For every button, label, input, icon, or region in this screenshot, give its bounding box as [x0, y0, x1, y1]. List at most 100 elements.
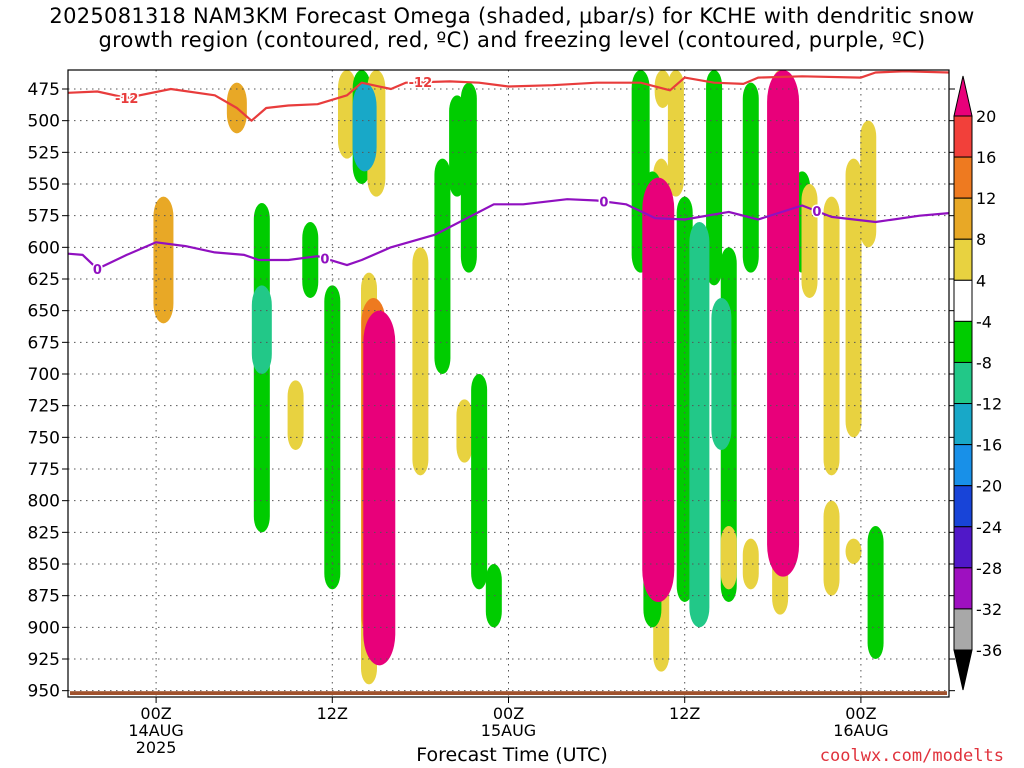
omega-region [711, 298, 732, 450]
colorbar-tick-label: 8 [976, 230, 986, 249]
y-tick-label: 625 [28, 270, 60, 290]
terrain-fill [70, 691, 947, 695]
omega-region [287, 380, 304, 450]
title-line-2: growth region (contoured, red, ºC) and f… [98, 28, 926, 52]
colorbar-tick-label: -24 [976, 518, 1002, 537]
omega-region [742, 82, 759, 273]
omega-region [251, 285, 272, 374]
x-tick-label: 16AUG [833, 721, 888, 740]
colorbar-band [953, 320, 973, 363]
y-axis: 475 500 525 550 575 600 625 650 675 700 725 750 775 8… [28, 80, 955, 702]
colorbar-tick-label: -4 [976, 312, 992, 331]
y-tick-label: 475 [28, 80, 60, 100]
omega-region [845, 158, 862, 438]
colorbar: 20 16 12 8 4 -4 -8 -12 -16 -20 -24 -28 -32 -36 [953, 75, 1002, 691]
omega-region [302, 222, 319, 298]
omega-region [689, 222, 710, 628]
y-tick-label: 800 [28, 492, 60, 512]
x-tick-label: 00Z [140, 704, 171, 723]
omega-region [352, 82, 377, 172]
colorbar-band [953, 526, 973, 569]
y-tick-label: 525 [28, 143, 60, 163]
x-tick-label: 00Z [493, 704, 524, 723]
omega-region [706, 70, 723, 286]
colorbar-tick-label: 20 [976, 107, 996, 126]
omega-region [456, 399, 473, 463]
colorbar-band [953, 403, 973, 446]
colorbar-band [953, 238, 973, 281]
freezing-contour [68, 198, 949, 270]
y-tick-label: 825 [28, 523, 60, 543]
colorbar-band [953, 608, 973, 651]
omega-region [471, 374, 488, 590]
x-tick-label: 14AUG [128, 721, 183, 740]
freezing-contour-label: 0 [599, 195, 608, 210]
freezing-contour-label: 0 [812, 205, 821, 220]
colorbar-band [953, 115, 973, 158]
omega-region [667, 70, 684, 197]
colorbar-top-arrow [953, 75, 973, 117]
colorbar-tick-label: 12 [976, 189, 996, 208]
colorbar-tick-label: -20 [976, 477, 1002, 496]
terrain-strip [70, 691, 947, 695]
y-tick-label: 675 [28, 333, 60, 353]
y-tick-label: 725 [28, 397, 60, 417]
omega-shading [153, 70, 884, 685]
y-tick-label: 775 [28, 460, 60, 480]
y-tick-label: 575 [28, 207, 60, 227]
credit-text: coolwx.com/modelts [819, 746, 1004, 766]
omega-region [860, 120, 877, 248]
omega-region [823, 196, 840, 476]
colorbar-band [953, 444, 973, 487]
omega-region [823, 500, 840, 596]
omega-region [801, 184, 818, 298]
colorbar-band [953, 197, 973, 240]
colorbar-band [953, 156, 973, 199]
omega-region [434, 158, 451, 374]
freezing-contour-label: 0 [320, 252, 329, 267]
x-tick-label: 15AUG [481, 721, 536, 740]
colorbar-band [953, 361, 973, 405]
title-line-1: 2025081318 NAM3KM Forecast Omega (shaded… [49, 4, 975, 28]
x-tick-label: 2025 [136, 738, 177, 757]
y-tick-label: 700 [28, 365, 60, 385]
omega-region [642, 177, 675, 602]
omega-region [742, 538, 759, 590]
y-tick-label: 850 [28, 555, 60, 575]
y-tick-label: 550 [28, 175, 60, 195]
chart-title: 2025081318 NAM3KM Forecast Omega (shaded… [0, 4, 1024, 52]
omega-region [767, 70, 800, 577]
colorbar-band [953, 279, 973, 322]
y-tick-label: 900 [28, 618, 60, 638]
omega-region [485, 564, 502, 628]
dendritic-contour [68, 70, 949, 122]
colorbar-bottom-arrow [953, 649, 973, 691]
colorbar-band [953, 567, 973, 610]
omega-region [363, 310, 396, 666]
omega-region [867, 526, 884, 659]
y-tick-label: 650 [28, 302, 60, 322]
omega-region [460, 82, 477, 273]
omega-region [845, 538, 862, 564]
y-tick-label: 750 [28, 428, 60, 448]
omega-region [720, 526, 737, 590]
colorbar-tick-label: -12 [976, 395, 1002, 414]
y-tick-label: 600 [28, 238, 60, 258]
colorbar-tick-label: -8 [976, 353, 992, 372]
freezing-contour-label: 0 [93, 263, 102, 278]
x-tick-label: 12Z [317, 704, 348, 723]
y-tick-label: 875 [28, 587, 60, 607]
colorbar-tick-label: -32 [976, 600, 1002, 619]
dendritic-contour-label: -12 [115, 92, 139, 107]
colorbar-tick-label: 4 [976, 271, 986, 290]
y-tick-label: 950 [28, 682, 60, 702]
colorbar-tick-label: -28 [976, 559, 1002, 578]
x-axis-label: Forecast Time (UTC) [416, 744, 608, 766]
colorbar-tick-label: 16 [976, 148, 996, 167]
x-tick-label: 12Z [669, 704, 700, 723]
x-tick-label: 00Z [845, 704, 876, 723]
colorbar-tick-label: -36 [976, 641, 1002, 660]
temperature-contours: -12 -12 0 0 0 0 [68, 70, 949, 279]
